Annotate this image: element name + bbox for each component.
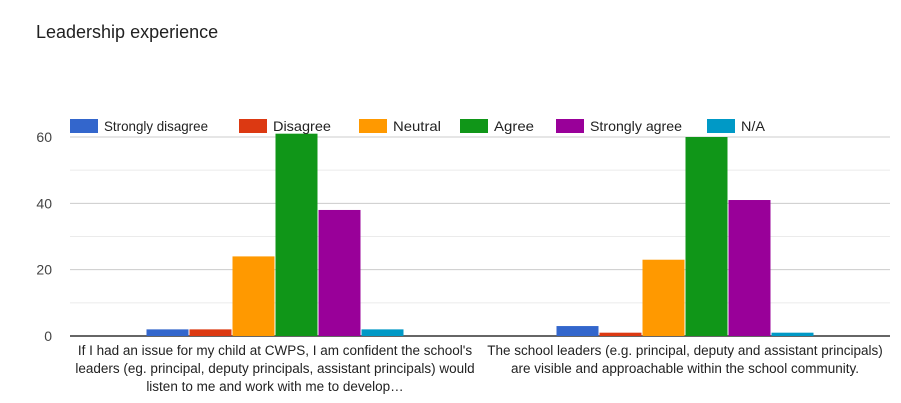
- legend-label: Neutral: [393, 118, 441, 134]
- legend-label: Strongly disagree: [104, 118, 208, 134]
- legend-swatch: [359, 119, 387, 133]
- legend-label: Strongly agree: [590, 118, 682, 134]
- bar: [189, 329, 232, 336]
- chart-title: Leadership experience: [36, 22, 219, 42]
- legend-swatch: [460, 119, 488, 133]
- y-tick-label: 40: [36, 195, 52, 211]
- bar: [771, 332, 814, 336]
- legend-label: Disagree: [273, 118, 331, 134]
- y-tick-label: 0: [44, 328, 52, 344]
- bar: [599, 332, 642, 336]
- y-tick-label: 60: [36, 129, 52, 145]
- bar: [232, 256, 275, 336]
- category-label: If I had an issue for my child at CWPS, …: [75, 343, 475, 394]
- bar: [275, 133, 318, 336]
- bar: [318, 209, 361, 336]
- bar: [642, 259, 685, 336]
- category-label: The school leaders (e.g. principal, depu…: [487, 343, 883, 376]
- legend-swatch: [707, 119, 735, 133]
- bar: [685, 137, 728, 336]
- legend-swatch: [239, 119, 267, 133]
- bar: [728, 200, 771, 336]
- bar: [556, 326, 599, 336]
- legend-label: Agree: [494, 118, 534, 134]
- legend-label: N/A: [741, 118, 766, 134]
- y-tick-label: 20: [36, 262, 52, 278]
- bar: [361, 329, 404, 336]
- legend-swatch: [70, 119, 98, 133]
- bar: [146, 329, 189, 336]
- legend-swatch: [556, 119, 584, 133]
